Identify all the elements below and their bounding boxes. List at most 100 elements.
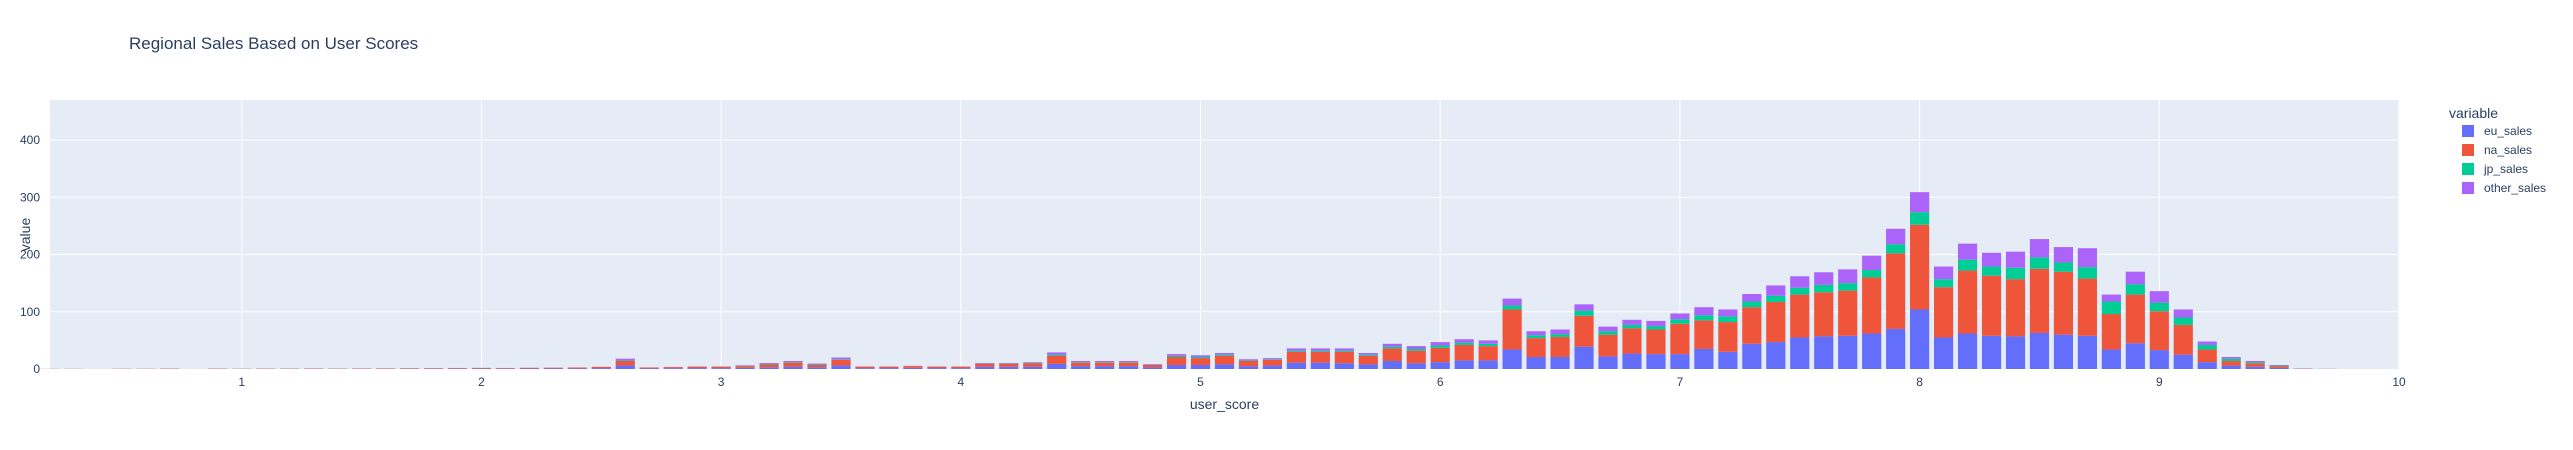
bar-na-sales[interactable] <box>1766 302 1786 343</box>
bar-na-sales[interactable] <box>2101 314 2121 350</box>
bar-eu-sales[interactable] <box>1166 364 1187 369</box>
bar-jp-sales[interactable] <box>759 363 779 365</box>
bar-na-sales[interactable] <box>1598 334 1618 357</box>
bar-na-sales[interactable] <box>663 367 683 369</box>
bar-jp-sales[interactable] <box>1358 354 1378 356</box>
bar-jp-sales[interactable] <box>1862 269 1882 278</box>
bar-other-sales[interactable] <box>1454 339 1474 343</box>
bar-other-sales[interactable] <box>1358 352 1378 355</box>
bar-other-sales[interactable] <box>615 358 635 361</box>
bar-eu-sales[interactable] <box>1886 328 1906 369</box>
bar-jp-sales[interactable] <box>1574 310 1594 316</box>
bar-na-sales[interactable] <box>1502 309 1522 350</box>
bar-eu-sales[interactable] <box>2029 332 2050 369</box>
bar-other-sales[interactable] <box>2173 309 2193 318</box>
bar-eu-sales[interactable] <box>2077 335 2097 369</box>
bar-na-sales[interactable] <box>735 366 755 368</box>
bar-jp-sales[interactable] <box>1646 326 1666 330</box>
bar-eu-sales[interactable] <box>831 365 851 369</box>
bar-other-sales[interactable] <box>1694 307 1714 316</box>
bar-other-sales[interactable] <box>1598 326 1618 332</box>
bar-na-sales[interactable] <box>1334 351 1354 364</box>
bar-other-sales[interactable] <box>807 363 827 365</box>
legend-label-jp-sales[interactable]: jp_sales <box>2483 162 2528 176</box>
bar-other-sales[interactable] <box>1862 255 1882 270</box>
bar-jp-sales[interactable] <box>2101 301 2121 315</box>
bar-jp-sales[interactable] <box>1694 315 1714 321</box>
bar-jp-sales[interactable] <box>1622 324 1642 329</box>
bar-eu-sales[interactable] <box>2197 362 2217 369</box>
bar-na-sales[interactable] <box>687 366 707 369</box>
bar-na-sales[interactable] <box>1406 350 1426 364</box>
bar-eu-sales[interactable] <box>1143 367 1163 369</box>
bar-eu-sales[interactable] <box>1766 342 1786 369</box>
bar-jp-sales[interactable] <box>1790 287 1810 295</box>
bar-eu-sales[interactable] <box>1550 356 1570 369</box>
bar-eu-sales[interactable] <box>543 368 563 369</box>
bar-eu-sales[interactable] <box>591 368 611 369</box>
bar-na-sales[interactable] <box>759 364 779 368</box>
bar-jp-sales[interactable] <box>2221 358 2241 361</box>
bar-na-sales[interactable] <box>1814 292 1834 337</box>
bar-jp-sales[interactable] <box>1430 345 1450 348</box>
bar-jp-sales[interactable] <box>1095 362 1115 363</box>
bar-jp-sales[interactable] <box>1023 362 1043 364</box>
bar-na-sales[interactable] <box>807 364 827 368</box>
bar-na-sales[interactable] <box>543 367 563 369</box>
bar-na-sales[interactable] <box>1358 355 1378 365</box>
bar-eu-sales[interactable] <box>1286 362 1306 369</box>
bar-other-sales[interactable] <box>1790 276 1810 288</box>
bar-na-sales[interactable] <box>2245 363 2265 367</box>
bar-eu-sales[interactable] <box>1814 336 1834 369</box>
bar-na-sales[interactable] <box>1382 348 1402 361</box>
legend-label-na-sales[interactable]: na_sales <box>2484 143 2532 157</box>
bar-other-sales[interactable] <box>1814 272 1834 285</box>
bar-eu-sales[interactable] <box>759 367 779 369</box>
bar-eu-sales[interactable] <box>1742 343 1762 369</box>
bar-other-sales[interactable] <box>2269 364 2289 366</box>
bar-na-sales[interactable] <box>1190 358 1211 365</box>
bar-eu-sales[interactable] <box>2149 350 2169 369</box>
bar-na-sales[interactable] <box>1550 336 1570 357</box>
bar-other-sales[interactable] <box>1646 320 1666 327</box>
bar-na-sales[interactable] <box>615 360 635 366</box>
bar-other-sales[interactable] <box>1119 360 1139 363</box>
legend-swatch-jp-sales[interactable] <box>2462 163 2474 175</box>
bar-other-sales[interactable] <box>1526 331 1546 336</box>
bar-other-sales[interactable] <box>2053 247 2074 263</box>
bar-na-sales[interactable] <box>1981 275 2002 336</box>
bar-jp-sales[interactable] <box>1814 284 1834 293</box>
bar-na-sales[interactable] <box>639 367 659 369</box>
bar-eu-sales[interactable] <box>1862 333 1882 369</box>
bar-jp-sales[interactable] <box>831 359 851 360</box>
bar-na-sales[interactable] <box>1023 363 1043 367</box>
bar-na-sales[interactable] <box>423 368 444 369</box>
bar-na-sales[interactable] <box>2077 278 2097 336</box>
bar-eu-sales[interactable] <box>1718 351 1738 369</box>
bar-eu-sales[interactable] <box>2173 354 2193 369</box>
bar-other-sales[interactable] <box>2197 341 2217 345</box>
bar-na-sales[interactable] <box>2005 279 2026 337</box>
bar-eu-sales[interactable] <box>1406 363 1426 369</box>
bar-jp-sales[interactable] <box>1526 335 1546 339</box>
bar-eu-sales[interactable] <box>1790 337 1810 369</box>
bar-other-sales[interactable] <box>2245 360 2265 363</box>
bar-jp-sales[interactable] <box>1933 279 1954 288</box>
bar-eu-sales[interactable] <box>2053 334 2074 369</box>
bar-na-sales[interactable] <box>2197 349 2217 363</box>
bar-other-sales[interactable] <box>1766 285 1786 296</box>
bar-na-sales[interactable] <box>2125 294 2145 344</box>
bar-na-sales[interactable] <box>783 362 803 367</box>
bar-jp-sales[interactable] <box>1406 348 1426 351</box>
bar-other-sales[interactable] <box>1071 360 1091 363</box>
bar-jp-sales[interactable] <box>1478 343 1498 347</box>
bar-jp-sales[interactable] <box>1262 359 1283 360</box>
bar-jp-sales[interactable] <box>2125 284 2145 295</box>
bar-na-sales[interactable] <box>1910 224 1930 310</box>
bar-eu-sales[interactable] <box>1933 337 1954 369</box>
bar-na-sales[interactable] <box>1574 315 1594 347</box>
bar-na-sales[interactable] <box>495 368 516 369</box>
bar-na-sales[interactable] <box>855 366 875 369</box>
bar-other-sales[interactable] <box>1838 269 1858 284</box>
bar-jp-sales[interactable] <box>1334 350 1354 352</box>
